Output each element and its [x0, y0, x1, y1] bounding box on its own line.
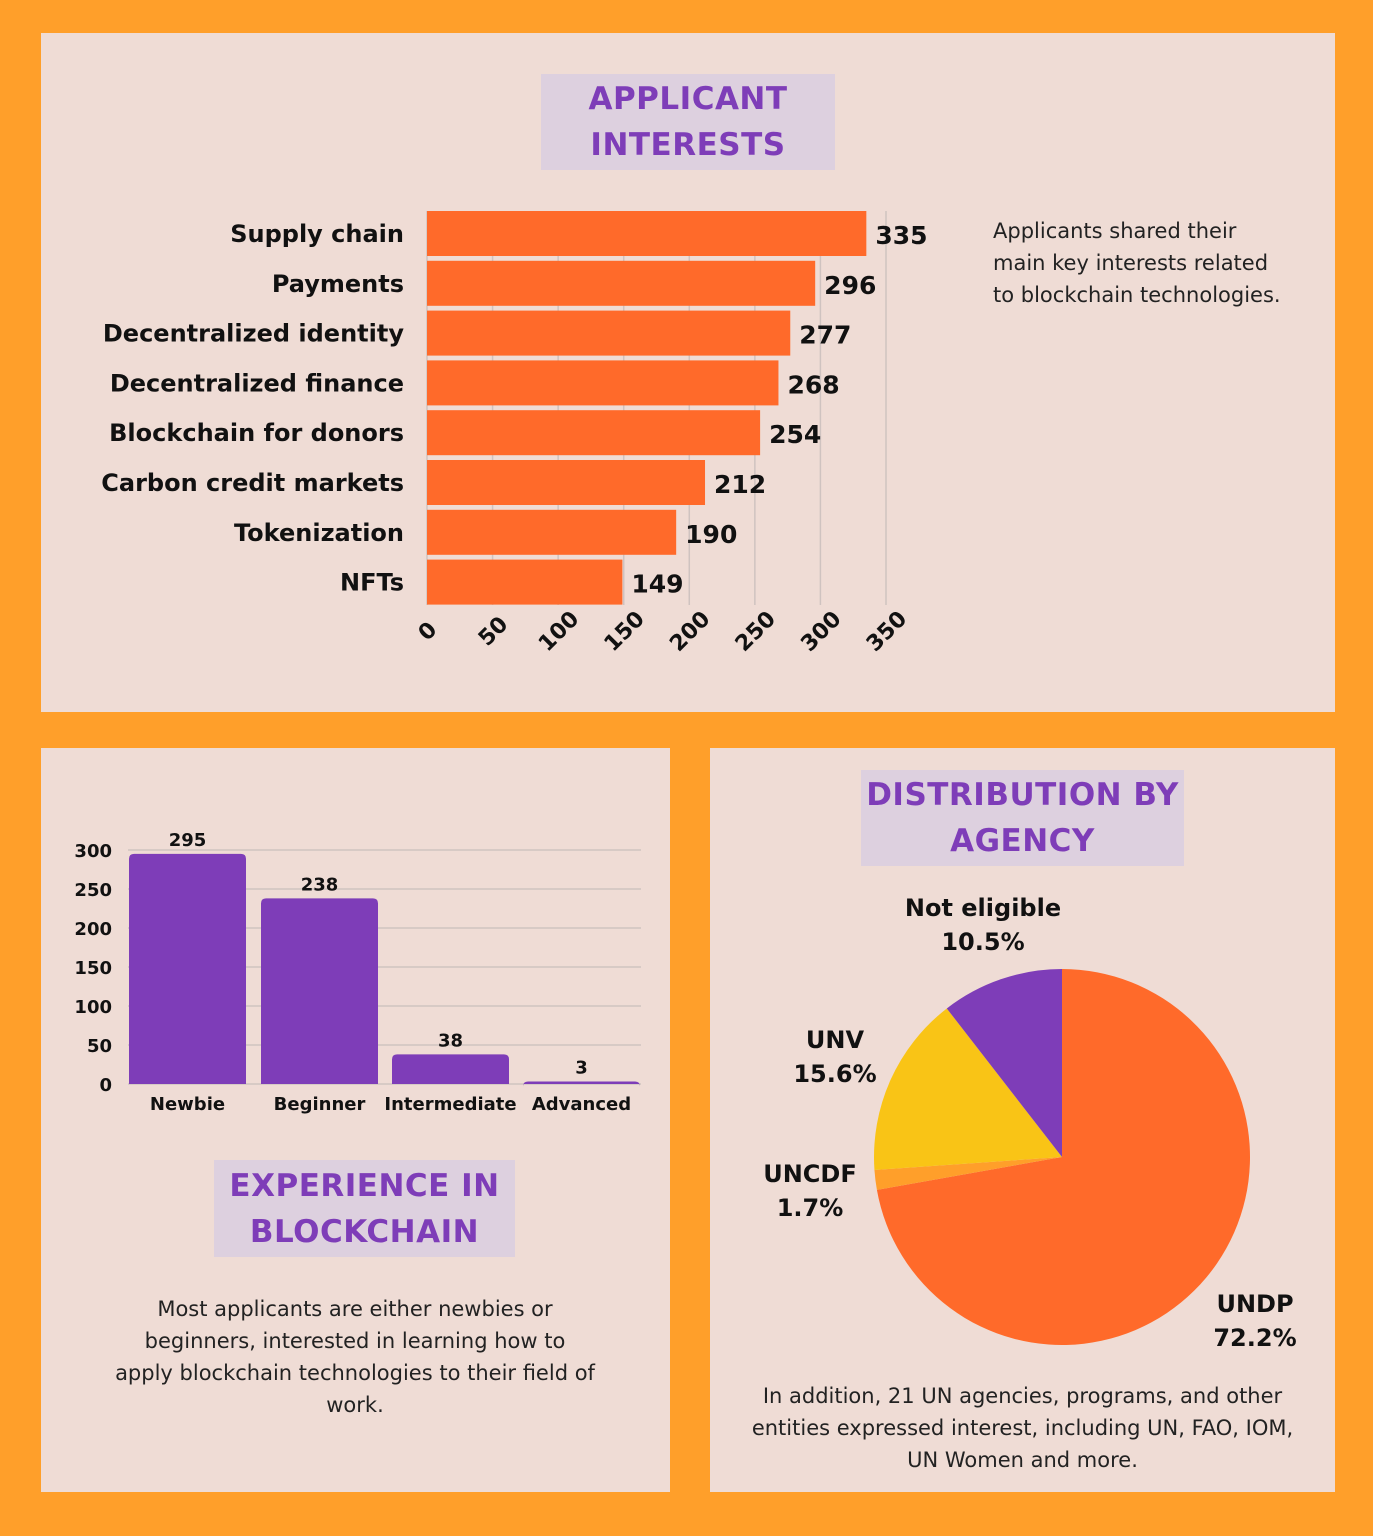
agency-title: DISTRIBUTION BY AGENCY — [861, 770, 1184, 866]
category-label: Tokenization — [234, 519, 404, 547]
y-tick-label: 150 — [74, 958, 112, 979]
category-label: Decentralized finance — [110, 369, 404, 397]
bar — [427, 559, 623, 605]
category-label: Beginner — [274, 1094, 366, 1115]
value-label: 212 — [714, 470, 766, 499]
slice-percent: 15.6% — [793, 1060, 876, 1088]
category-label: NFTs — [340, 569, 404, 597]
category-label: Payments — [272, 270, 404, 298]
bar — [129, 853, 246, 1084]
bar — [392, 1054, 509, 1084]
bar — [427, 509, 677, 555]
y-tick-label: 250 — [74, 880, 112, 901]
value-label: 268 — [787, 370, 839, 399]
value-label: 38 — [438, 1030, 463, 1051]
value-label: 295 — [169, 830, 207, 851]
y-tick-label: 0 — [99, 1075, 112, 1096]
slice-percent: 1.7% — [777, 1194, 844, 1222]
applicant-interests-title: APPLICANT INTERESTS — [541, 74, 835, 170]
y-tick-label: 200 — [74, 919, 112, 940]
pie-slice-undp — [876, 969, 1250, 1346]
value-label: 149 — [631, 570, 683, 599]
bar — [427, 211, 867, 256]
slice-label: UNCDF — [763, 1160, 857, 1188]
category-label: Intermediate — [384, 1094, 516, 1115]
value-label: 277 — [799, 321, 851, 350]
bar — [523, 1081, 640, 1087]
bar — [427, 460, 706, 505]
experience-title: EXPERIENCE IN BLOCKCHAIN — [214, 1160, 515, 1257]
category-label: Blockchain for donors — [109, 419, 404, 447]
slice-label: UNDP — [1216, 1290, 1293, 1318]
category-label: Carbon credit markets — [101, 469, 404, 497]
slice-label: Not eligible — [905, 894, 1061, 922]
category-label: Supply chain — [230, 220, 404, 248]
y-tick-label: 50 — [87, 1036, 112, 1057]
slice-label: UNV — [806, 1026, 865, 1054]
applicant-interests-description: Applicants shared their main key interes… — [993, 219, 1281, 307]
category-label: Decentralized identity — [103, 320, 404, 348]
bar — [427, 260, 816, 306]
experience-description: Most applicants are either newbies or be… — [115, 1297, 595, 1417]
y-tick-label: 300 — [74, 841, 112, 862]
pie-slice-uncdf — [874, 1157, 1062, 1190]
bar — [427, 310, 791, 356]
category-label: Newbie — [150, 1094, 225, 1115]
value-label: 238 — [301, 874, 339, 895]
pie-slice-unv — [874, 1008, 1062, 1170]
slice-percent: 10.5% — [941, 928, 1024, 956]
bar — [427, 410, 761, 456]
bar — [261, 898, 378, 1084]
value-label: 3 — [575, 1058, 588, 1079]
y-tick-label: 100 — [74, 997, 112, 1018]
value-label: 190 — [685, 520, 737, 549]
bar — [427, 360, 779, 406]
pie-slice-not-eligible — [946, 969, 1062, 1157]
value-label: 296 — [824, 271, 876, 300]
value-label: 335 — [875, 221, 927, 250]
category-label: Advanced — [532, 1094, 631, 1115]
agency-description: In addition, 21 UN agencies, programs, a… — [751, 1384, 1294, 1472]
value-label: 254 — [769, 420, 821, 449]
slice-percent: 72.2% — [1213, 1324, 1296, 1352]
